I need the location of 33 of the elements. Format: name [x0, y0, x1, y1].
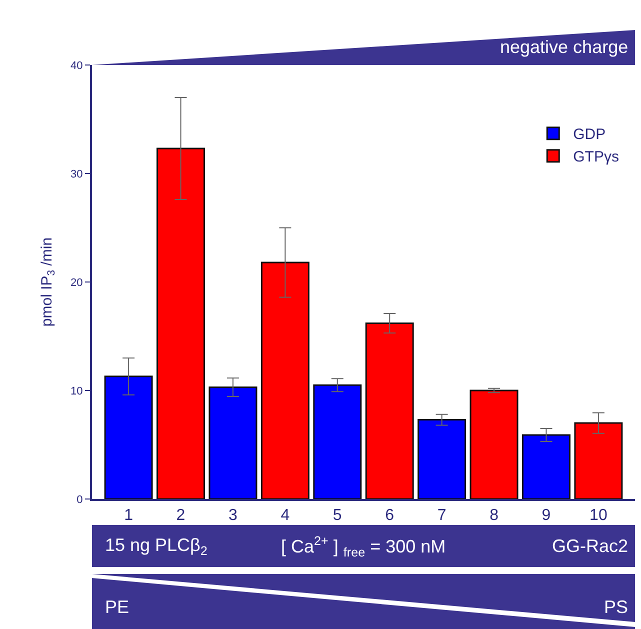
text: GG-Rac2 [552, 536, 628, 556]
y-tick-label: 10 [70, 385, 83, 398]
x-tick-label: 10 [590, 507, 608, 524]
x-tick-label: 7 [437, 507, 446, 524]
text: negative charge [500, 37, 628, 57]
y-tick-label: 40 [70, 60, 83, 72]
text: PE [105, 597, 130, 617]
bar [365, 322, 414, 499]
bar [208, 386, 258, 499]
bar [418, 419, 466, 499]
text: 15 ng PLCβ$_{2}$ [105, 535, 208, 558]
x-tick-label: 8 [490, 507, 499, 524]
x-tick-label: 2 [176, 507, 186, 524]
bar [470, 390, 518, 499]
legend-label: GTPγs [573, 148, 619, 166]
y-tick-label: 30 [70, 168, 83, 180]
x-tick-label: 4 [280, 507, 290, 524]
text: [ Ca$^{2+}$ ] $_{free}$ = 300 nM [281, 534, 446, 560]
bar [260, 262, 310, 499]
x-tick-label: 1 [124, 507, 134, 524]
bar [104, 376, 153, 499]
bar [313, 384, 362, 499]
bar [156, 148, 205, 499]
legend-label: GDP [573, 126, 606, 144]
bar [574, 422, 623, 499]
x-tick-label: 6 [385, 507, 394, 524]
bar [522, 434, 570, 499]
text: PS [604, 597, 628, 617]
x-tick-label: 3 [228, 507, 238, 524]
x-tick-label: 9 [542, 507, 551, 524]
x-tick-label: 5 [332, 507, 342, 524]
y-tick-label: 0 [76, 494, 83, 506]
y-tick-label: 20 [70, 276, 83, 289]
